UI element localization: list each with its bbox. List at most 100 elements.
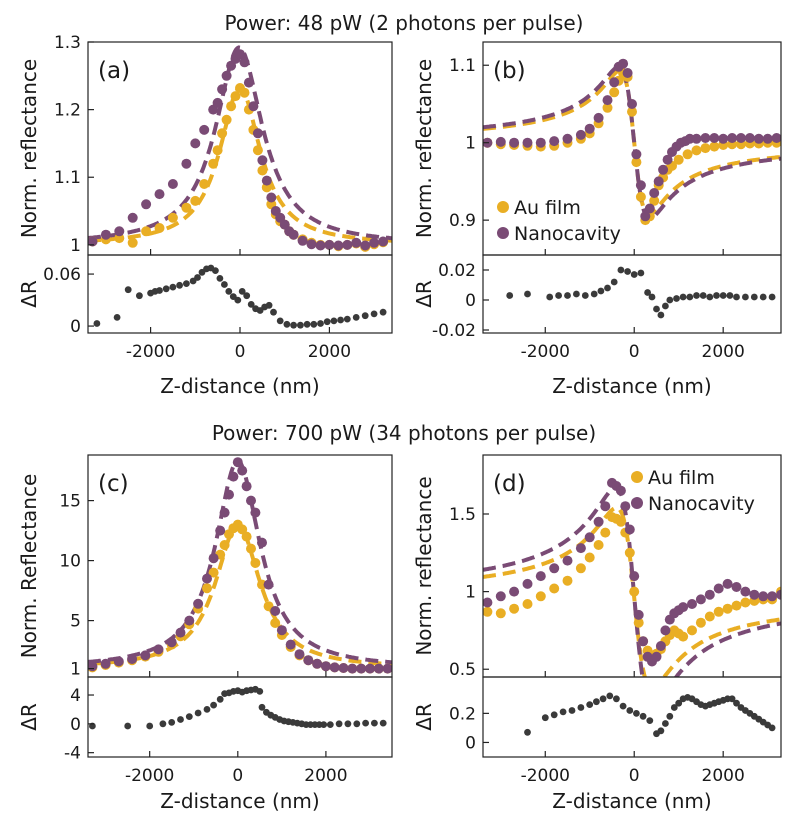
- delta-point: [613, 695, 620, 703]
- data-point-nano: [629, 571, 640, 582]
- delta-point: [169, 283, 177, 291]
- data-point-au: [649, 195, 660, 206]
- delta-y-tick-label: 0.02: [438, 261, 476, 281]
- y-tick-label: 1.1: [54, 168, 81, 188]
- delta-point: [203, 706, 211, 713]
- x-tick-label: 0: [629, 342, 640, 362]
- data-point-nano: [294, 649, 305, 660]
- data-point-nano: [593, 112, 604, 123]
- data-point-au: [682, 149, 693, 160]
- data-point-nano: [215, 525, 226, 536]
- delta-point: [586, 701, 594, 708]
- x-axis-label: Z-distance (nm): [160, 374, 319, 398]
- data-point-au: [509, 603, 520, 614]
- data-point-nano: [127, 212, 138, 223]
- data-point-nano: [562, 133, 573, 144]
- x-axis-label: Z-distance (nm): [552, 374, 711, 398]
- data-point-nano: [709, 133, 720, 143]
- delta-point: [326, 721, 334, 728]
- data-point-au: [239, 87, 250, 98]
- data-point-nano: [549, 136, 560, 147]
- panel-label: (d): [493, 471, 526, 497]
- data-point-nano: [88, 236, 98, 247]
- delta-point: [124, 286, 132, 294]
- data-point-nano: [113, 656, 124, 667]
- data-point-nano: [753, 133, 764, 144]
- data-point-nano: [627, 99, 637, 109]
- data-point-nano: [263, 579, 274, 590]
- data-point-au: [678, 631, 689, 642]
- data-point-au: [208, 567, 219, 578]
- fit-line-au: [88, 522, 392, 667]
- x-tick-label: -2000: [126, 342, 175, 362]
- data-point-au: [522, 599, 533, 609]
- delta-axes-frame: [87, 676, 393, 758]
- data-point-nano: [369, 237, 380, 248]
- data-point-nano: [602, 95, 613, 106]
- y-tick-label: 1: [465, 134, 476, 154]
- data-point-au: [609, 87, 620, 98]
- data-point-nano: [235, 49, 245, 60]
- data-point-nano: [658, 164, 669, 175]
- delta-point: [258, 703, 266, 711]
- data-point-au: [562, 575, 573, 586]
- data-point-au: [633, 617, 644, 628]
- main-axes-frame: [87, 41, 393, 256]
- delta-point: [234, 296, 242, 304]
- data-point-nano: [644, 203, 655, 214]
- data-point-nano: [631, 149, 642, 160]
- delta-y-tick-label: 0.2: [449, 704, 476, 724]
- delta-point: [194, 274, 201, 281]
- data-point-au: [237, 524, 248, 535]
- data-point-nano: [320, 661, 331, 672]
- data-point-au: [700, 143, 711, 154]
- heading-bottom: Power: 700 pW (34 photons per pulse): [212, 421, 596, 445]
- data-point-au: [722, 603, 733, 614]
- panel-label: (b): [493, 58, 526, 84]
- delta-point: [639, 712, 647, 720]
- data-point-au: [673, 154, 684, 165]
- delta-point: [185, 713, 193, 720]
- data-point-nano: [522, 137, 533, 148]
- data-point-nano: [217, 84, 228, 95]
- data-point-nano: [509, 137, 520, 148]
- delta-point: [243, 292, 251, 300]
- data-point-nano: [312, 658, 323, 669]
- delta-point: [353, 720, 361, 728]
- data-point-au: [208, 158, 219, 169]
- data-point-nano: [221, 70, 232, 81]
- data-point-nano: [208, 553, 219, 564]
- delta-point: [156, 287, 163, 294]
- data-point-au: [250, 558, 261, 568]
- data-point-nano: [640, 211, 651, 222]
- data-point-nano: [351, 237, 362, 248]
- y-tick-label: 1: [465, 583, 476, 603]
- data-point-au: [141, 226, 152, 237]
- y-tick-label: 0.9: [449, 211, 476, 231]
- data-point-nano: [600, 501, 611, 512]
- y-axis-label: Norm. reflectance: [17, 59, 41, 238]
- delta-point: [577, 704, 585, 711]
- data-point-nano: [562, 555, 573, 566]
- delta-point: [662, 720, 669, 727]
- data-point-nano: [219, 507, 230, 518]
- chart-panel-b: 0.9 1 1.1 -0.02 0 0.02 -2000 0 2000 Z-distance (n…: [412, 41, 782, 398]
- data-point-nano: [651, 651, 662, 662]
- delta-point: [699, 292, 707, 299]
- data-point-nano: [638, 636, 649, 647]
- delta-point: [581, 292, 589, 299]
- data-point-nano: [575, 129, 586, 140]
- chart-panels: 1 1.1 1.2 1.3 0 0.06 -2000 0 2000 Z-distance (nm)…: [17, 33, 782, 813]
- delta-point: [276, 317, 284, 325]
- fit-line-nano: [88, 458, 392, 665]
- data-point-nano: [141, 199, 152, 210]
- data-point-au: [600, 527, 611, 538]
- legend-marker-au: [631, 471, 643, 483]
- data-point-au: [252, 145, 263, 156]
- data-point-nano: [535, 571, 546, 582]
- delta-point: [168, 719, 176, 726]
- data-point-nano: [704, 589, 715, 600]
- delta-point: [210, 701, 218, 709]
- series-au: [88, 519, 392, 674]
- data-point-nano: [237, 465, 248, 476]
